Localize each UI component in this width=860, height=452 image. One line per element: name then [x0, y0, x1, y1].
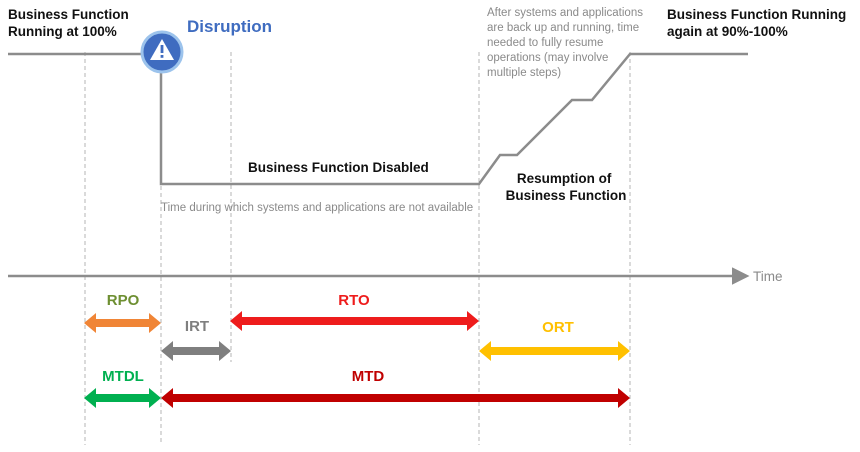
running-again-label: Business Function Running again at 90%-1…: [667, 7, 850, 39]
function-disabled-label: Business Function Disabled: [248, 160, 429, 175]
disruption-label: Disruption: [187, 17, 272, 36]
time-axis-label: Time: [753, 269, 783, 284]
ort-arrow: [479, 341, 630, 361]
function-level-line: [8, 52, 748, 186]
warning-triangle-icon: [140, 30, 184, 74]
mtd-label: MTD: [352, 368, 385, 385]
irt-label: IRT: [185, 318, 209, 335]
rpo-label: RPO: [107, 292, 140, 309]
not-available-label: Time during which systems and applicatio…: [161, 202, 473, 214]
resumption-label: Resumption of Business Function: [506, 171, 627, 203]
ort-label: ORT: [542, 319, 574, 336]
after-recovery-note: After systems and applications are back …: [487, 7, 646, 79]
irt-arrow: [161, 341, 231, 361]
mtd-arrow: [161, 388, 630, 408]
mtdl-arrow: [84, 388, 161, 408]
mtdl-label: MTDL: [102, 368, 144, 385]
guide-lines: [84, 52, 631, 445]
rto-arrow: [230, 311, 479, 331]
rpo-arrow: [84, 313, 161, 333]
rto-label: RTO: [338, 292, 370, 309]
running-100-label: Business Function Running at 100%: [8, 7, 133, 39]
